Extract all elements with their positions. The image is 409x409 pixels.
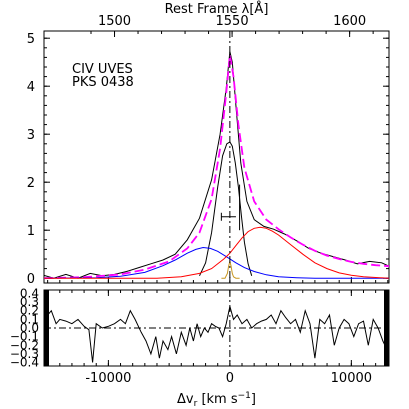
top-lambda-tick-label: 1500 (98, 14, 131, 29)
bottom-x-tick-label: -10000 (85, 371, 131, 386)
bottom-y-tick-label: 0.4 (20, 286, 39, 300)
top-panel: 0 1 2 3 4 5 1500 1550 1600 Rest Frame λ[Å] CIV UVE… (27, 1, 390, 287)
bottom-series-group (44, 306, 389, 363)
blue-component-line (44, 246, 389, 279)
annotation-line-ion: CIV UVES (72, 62, 133, 77)
top-y-tick-label: 1 (27, 224, 35, 239)
narrow-component-line (221, 259, 240, 279)
bottom-y-tick-label: −0.4 (10, 356, 39, 370)
top-lambda-tick-label: 1550 (216, 14, 249, 29)
bottom-y-tick-label: 0.0 (20, 321, 39, 335)
bottom-y-tick-label: 0.2 (20, 304, 39, 318)
bottom-y-tick-label: 0.3 (20, 295, 39, 309)
bottom-x-tick-label: 0 (226, 371, 234, 386)
top-y-tick-label: 2 (27, 176, 35, 191)
bottom-y-tick-label: −0.3 (10, 347, 39, 361)
red-component-line (44, 226, 389, 279)
bottom-y-tick-label: −0.2 (10, 338, 39, 352)
top-panel-frame (43, 30, 390, 284)
top-y-tick-label: 3 (27, 128, 35, 143)
bottom-panel: 0.40.30.20.10.0−0.1−0.2−0.3−0.4 -10000 0 10… (10, 286, 390, 409)
total-fit-line (44, 54, 389, 280)
top-y-tick-label: 5 (27, 32, 35, 47)
bottom-right-bar (384, 290, 389, 366)
top-y-tick-label: 0 (27, 272, 35, 287)
residual-line (44, 306, 389, 363)
bottom-x-tick-label: 10000 (331, 371, 372, 386)
top-lambda-tick-label: 1600 (333, 14, 366, 29)
top-y-tick-label: 4 (27, 80, 35, 95)
annotation-line-object: PKS 0438 (72, 75, 134, 90)
top-axis-title: Rest Frame λ[Å] (165, 1, 269, 17)
bottom-x-axis-label: Δvr [km s−1] (177, 391, 256, 409)
bottom-y-tick-label: 0.1 (20, 312, 39, 326)
central-component-line (199, 141, 253, 277)
bottom-y-tick-label: −0.1 (10, 330, 39, 344)
